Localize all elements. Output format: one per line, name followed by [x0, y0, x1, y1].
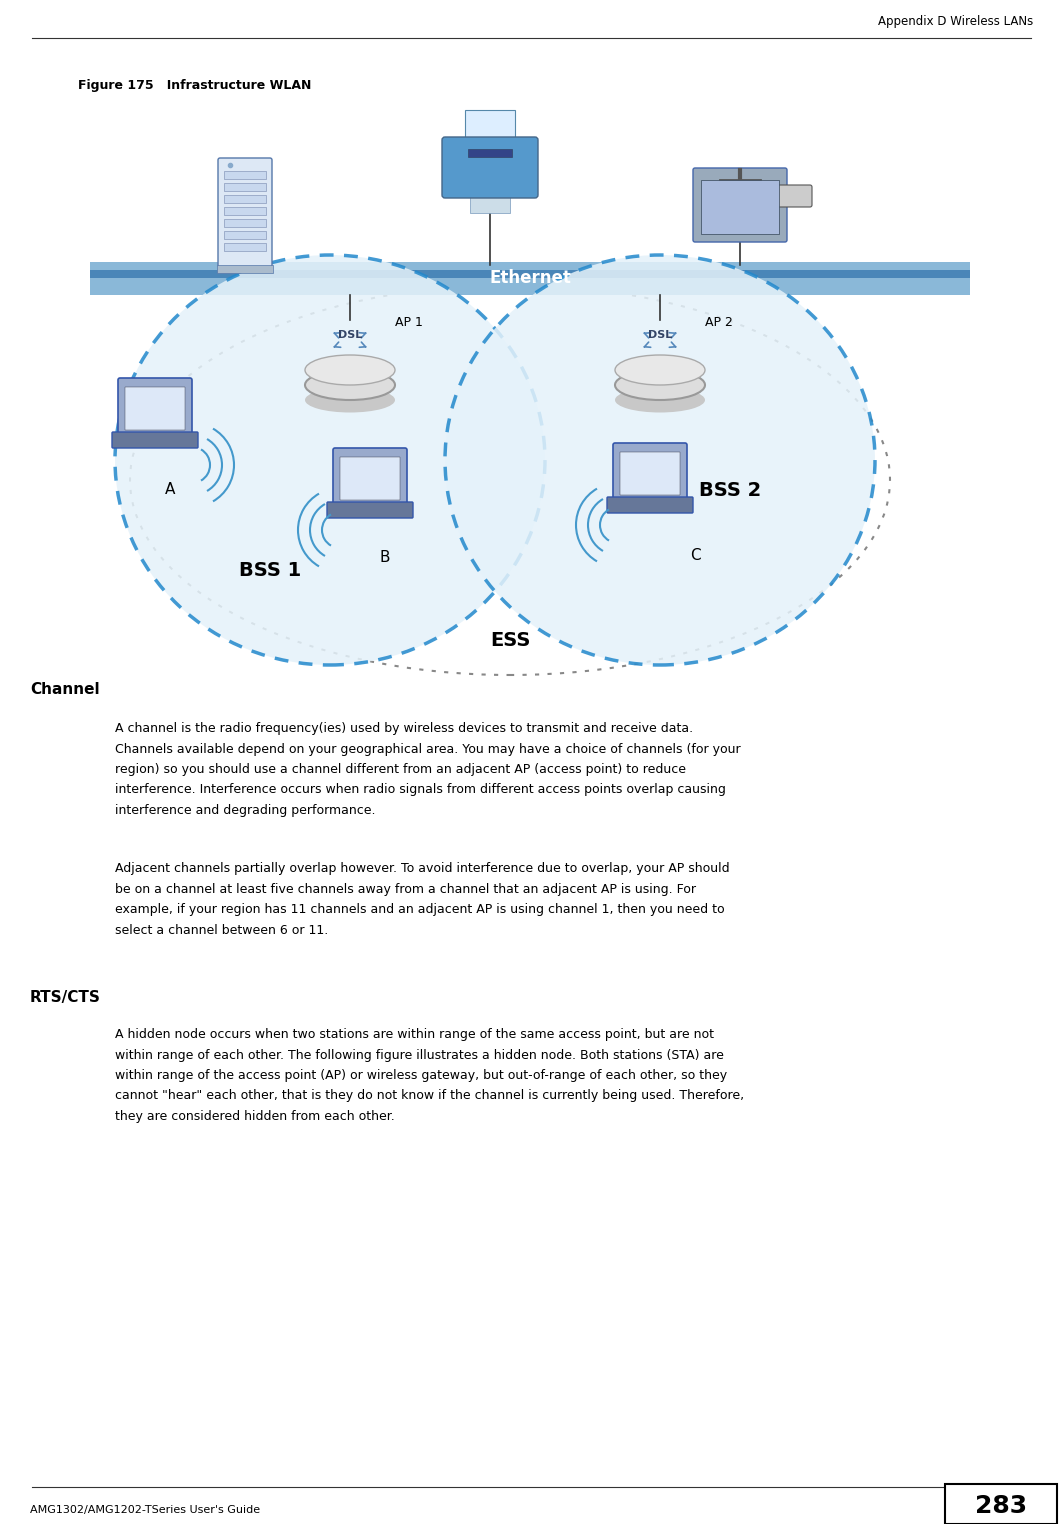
Ellipse shape — [615, 355, 705, 386]
FancyBboxPatch shape — [224, 207, 266, 215]
FancyBboxPatch shape — [90, 262, 971, 270]
Text: AP 1: AP 1 — [395, 317, 423, 329]
Text: Figure 175   Infrastructure WLAN: Figure 175 Infrastructure WLAN — [78, 79, 311, 91]
Ellipse shape — [305, 370, 395, 399]
FancyBboxPatch shape — [112, 431, 198, 448]
FancyBboxPatch shape — [607, 497, 693, 514]
FancyBboxPatch shape — [945, 1484, 1057, 1524]
FancyBboxPatch shape — [333, 448, 407, 507]
Text: B: B — [379, 550, 390, 565]
Ellipse shape — [115, 255, 545, 664]
Ellipse shape — [445, 255, 875, 664]
FancyBboxPatch shape — [224, 183, 266, 190]
Text: DSL: DSL — [647, 331, 672, 340]
FancyBboxPatch shape — [90, 277, 971, 296]
FancyBboxPatch shape — [217, 265, 273, 273]
Ellipse shape — [305, 387, 395, 413]
Text: A: A — [165, 483, 175, 497]
FancyBboxPatch shape — [218, 158, 272, 267]
FancyBboxPatch shape — [468, 149, 512, 157]
FancyBboxPatch shape — [224, 219, 266, 227]
FancyBboxPatch shape — [224, 195, 266, 203]
Text: Channel: Channel — [30, 683, 100, 696]
Text: BSS 2: BSS 2 — [698, 480, 761, 500]
Ellipse shape — [615, 370, 705, 399]
Ellipse shape — [615, 387, 705, 413]
Text: ESS: ESS — [490, 631, 530, 649]
FancyBboxPatch shape — [470, 194, 510, 213]
FancyBboxPatch shape — [224, 171, 266, 178]
Text: A hidden node occurs when two stations are within range of the same access point: A hidden node occurs when two stations a… — [115, 1029, 744, 1123]
Text: Appendix D Wireless LANs: Appendix D Wireless LANs — [878, 15, 1033, 29]
FancyBboxPatch shape — [224, 232, 266, 239]
FancyBboxPatch shape — [620, 453, 680, 495]
FancyBboxPatch shape — [118, 378, 192, 437]
Text: Ethernet: Ethernet — [489, 270, 571, 287]
FancyBboxPatch shape — [224, 242, 266, 251]
FancyBboxPatch shape — [125, 387, 185, 430]
Text: Adjacent channels partially overlap however. To avoid interference due to overla: Adjacent channels partially overlap howe… — [115, 863, 729, 937]
Text: 283: 283 — [975, 1494, 1027, 1518]
FancyBboxPatch shape — [613, 443, 687, 501]
FancyBboxPatch shape — [701, 180, 779, 235]
FancyBboxPatch shape — [693, 168, 787, 242]
Text: RTS/CTS: RTS/CTS — [30, 991, 101, 1004]
FancyBboxPatch shape — [465, 110, 514, 145]
Text: AP 2: AP 2 — [705, 317, 732, 329]
Text: AMG1302/AMG1202-TSeries User's Guide: AMG1302/AMG1202-TSeries User's Guide — [30, 1506, 260, 1515]
Text: C: C — [690, 547, 701, 562]
Text: BSS 1: BSS 1 — [239, 561, 301, 579]
Ellipse shape — [305, 355, 395, 386]
FancyBboxPatch shape — [340, 457, 400, 500]
FancyBboxPatch shape — [90, 270, 971, 277]
FancyBboxPatch shape — [758, 184, 812, 207]
FancyBboxPatch shape — [442, 137, 538, 198]
FancyBboxPatch shape — [327, 501, 414, 518]
Text: A channel is the radio frequency(ies) used by wireless devices to transmit and r: A channel is the radio frequency(ies) us… — [115, 722, 741, 817]
Text: DSL: DSL — [338, 331, 362, 340]
